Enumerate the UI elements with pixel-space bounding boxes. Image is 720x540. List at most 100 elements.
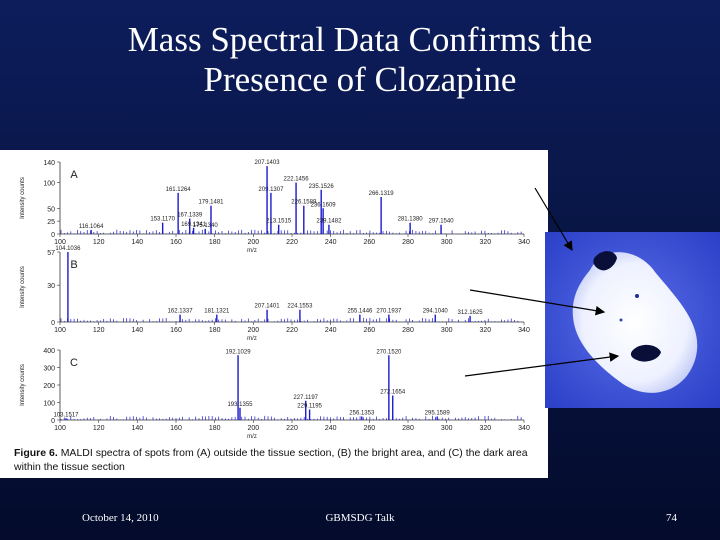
y-axis-label-C: Intensity counts <box>20 364 26 406</box>
x-axis-label-A: m/z <box>247 248 257 254</box>
peak-label-A: 167.1339 <box>177 213 203 219</box>
x-tick-label-A: 220 <box>286 239 298 246</box>
x-tick-label-B: 320 <box>479 327 491 334</box>
peak-label-B: 255.1446 <box>347 309 373 315</box>
peak-label-A: 169.1341 <box>181 222 207 228</box>
peak-label-A: 266.1319 <box>369 191 395 197</box>
peak-label-A: 207.1403 <box>255 160 281 166</box>
caption-text: MALDI spectra of spots from (A) outside … <box>14 447 528 473</box>
peak-label-B: 294.1040 <box>423 309 449 315</box>
peak-label-C: 103.1517 <box>53 412 79 418</box>
x-tick-label-B: 220 <box>286 327 298 334</box>
x-tick-label-B: 140 <box>131 327 143 334</box>
y-tick-label-C: 300 <box>43 366 55 373</box>
x-tick-label-C: 320 <box>479 425 491 432</box>
x-tick-label-C: 340 <box>518 425 530 432</box>
figure-caption: Figure 6. MALDI spectra of spots from (A… <box>14 446 544 474</box>
x-tick-label-B: 240 <box>325 327 337 334</box>
peak-label-A: 226.1589 <box>291 200 317 206</box>
peak-label-C: 270.1520 <box>376 349 402 355</box>
peak-label-B: 312.1625 <box>458 310 484 316</box>
x-tick-label-A: 160 <box>170 239 182 246</box>
peak-label-A: 175.1340 <box>193 223 219 229</box>
x-tick-label-B: 300 <box>441 327 453 334</box>
caption-label: Figure 6. <box>14 447 58 459</box>
x-tick-label-A: 320 <box>479 239 491 246</box>
peak-label-B: 104.1036 <box>55 246 81 252</box>
x-tick-label-B: 180 <box>209 327 221 334</box>
x-tick-label-A: 180 <box>209 239 221 246</box>
peak-label-C: 256.1353 <box>349 411 375 417</box>
y-tick-label-A: 140 <box>43 160 55 167</box>
y-tick-label-C: 400 <box>43 348 55 355</box>
x-tick-label-C: 100 <box>54 425 66 432</box>
peak-label-B: 207.1401 <box>255 304 281 310</box>
x-tick-label-A: 260 <box>363 239 375 246</box>
peak-label-A: 236.1609 <box>311 202 337 208</box>
peak-label-A: 281.1380 <box>398 217 424 223</box>
x-tick-label-B: 160 <box>170 327 182 334</box>
x-tick-label-A: 240 <box>325 239 337 246</box>
panel-label-B: B <box>70 259 77 271</box>
peak-label-C: 272.1654 <box>380 390 406 396</box>
y-tick-label-C: 200 <box>43 383 55 390</box>
title-line-1: Mass Spectral Data Confirms the <box>127 20 593 59</box>
peak-label-A: 153.1170 <box>150 217 175 223</box>
x-tick-label-C: 300 <box>441 425 453 432</box>
peak-label-C: 229.1195 <box>297 404 322 410</box>
x-tick-label-A: 100 <box>54 239 66 246</box>
peak-label-C: 193.1355 <box>227 402 253 408</box>
y-axis-label-A: Intensity counts <box>20 177 26 219</box>
x-tick-label-A: 280 <box>402 239 414 246</box>
y-tick-label-B: 0 <box>51 320 55 327</box>
peak-label-B: 270.1937 <box>376 309 402 315</box>
y-tick-label-A: 0 <box>51 232 55 239</box>
mass-spectra-figure: A 0 25 50 100 140 100 120 140 160 180 200 220 240 260 2… <box>20 160 530 440</box>
x-tick-label-C: 120 <box>93 425 105 432</box>
x-tick-label-B: 200 <box>247 327 259 334</box>
footer-date: October 14, 2010 <box>82 512 159 524</box>
peak-label-C: 192.1029 <box>226 349 252 355</box>
x-tick-label-A: 120 <box>93 239 105 246</box>
x-tick-label-A: 200 <box>247 239 259 246</box>
y-axis-label-B: Intensity counts <box>20 266 26 308</box>
peak-label-A: 297.1540 <box>429 219 455 225</box>
peak-label-B: 181.1321 <box>204 309 230 315</box>
tissue-section-image <box>545 232 720 408</box>
y-tick-label-A: 25 <box>47 219 55 226</box>
footer-center-text: GBMSDG Talk <box>325 512 395 524</box>
peak-label-A: 209.1307 <box>258 187 284 193</box>
peak-label-A: 161.1264 <box>166 187 192 193</box>
peak-label-A: 116.1064 <box>79 224 104 230</box>
y-tick-label-C: 0 <box>51 418 55 425</box>
x-tick-label-C: 180 <box>209 425 221 432</box>
x-tick-label-A: 340 <box>518 239 530 246</box>
y-tick-label-B: 57 <box>47 250 55 257</box>
x-tick-label-C: 140 <box>131 425 143 432</box>
x-tick-label-C: 280 <box>402 425 414 432</box>
title-line-2: Presence of Clozapine <box>203 60 517 99</box>
peak-label-B: 162.1337 <box>168 309 194 315</box>
x-tick-label-C: 200 <box>247 425 259 432</box>
x-tick-label-A: 140 <box>131 239 143 246</box>
y-tick-label-A: 50 <box>47 206 55 213</box>
x-tick-label-C: 220 <box>286 425 298 432</box>
peak-label-A: 235.1526 <box>309 184 335 190</box>
y-tick-label-A: 100 <box>43 181 55 188</box>
peak-label-A: 239.1482 <box>316 219 342 225</box>
x-tick-label-C: 160 <box>170 425 182 432</box>
x-axis-label-C: m/z <box>247 434 257 440</box>
peak-label-C: 227.1197 <box>293 395 318 401</box>
x-tick-label-B: 120 <box>93 327 105 334</box>
peak-label-A: 222.1456 <box>284 177 310 183</box>
panel-label-C: C <box>70 357 78 369</box>
x-axis-label-B: m/z <box>247 336 257 342</box>
peak-label-A: 213.1515 <box>266 219 292 225</box>
panel-label-A: A <box>70 169 78 181</box>
peak-label-B: 224.1553 <box>287 304 313 310</box>
figure-panel: A 0 25 50 100 140 100 120 140 160 180 200 220 240 260 2… <box>0 150 548 478</box>
x-tick-label-C: 260 <box>363 425 375 432</box>
x-tick-label-B: 260 <box>363 327 375 334</box>
x-tick-label-B: 280 <box>402 327 414 334</box>
x-tick-label-C: 240 <box>325 425 337 432</box>
